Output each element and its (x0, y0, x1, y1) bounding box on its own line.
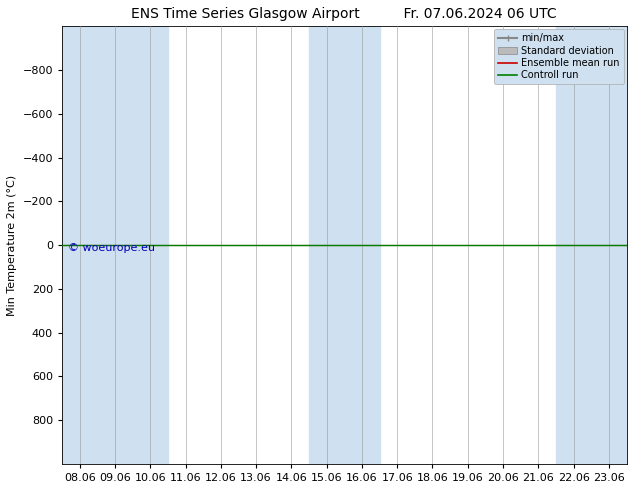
Text: © woeurope.eu: © woeurope.eu (68, 243, 155, 253)
Bar (133, 26, 168, 464)
Legend: min/max, Standard deviation, Ensemble mean run, Controll run: min/max, Standard deviation, Ensemble me… (494, 29, 624, 84)
Y-axis label: Min Temperature 2m (°C): Min Temperature 2m (°C) (7, 174, 17, 316)
Title: ENS Time Series Glasgow Airport          Fr. 07.06.2024 06 UTC: ENS Time Series Glasgow Airport Fr. 07.0… (131, 7, 557, 21)
Bar (62, 26, 133, 464)
Bar (309, 26, 380, 464)
Bar (556, 26, 626, 464)
